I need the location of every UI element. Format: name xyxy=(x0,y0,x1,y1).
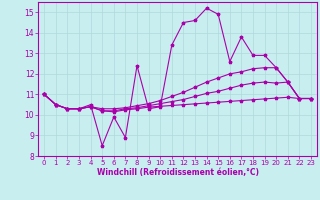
X-axis label: Windchill (Refroidissement éolien,°C): Windchill (Refroidissement éolien,°C) xyxy=(97,168,259,177)
